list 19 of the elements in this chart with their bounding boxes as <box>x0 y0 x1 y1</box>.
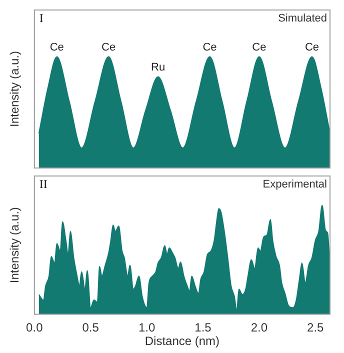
x-tick-label: 0.0 <box>26 320 44 335</box>
annotation: Ce <box>102 41 116 54</box>
x-tick-label: 2.5 <box>307 320 324 335</box>
annotation: Ce <box>304 41 320 54</box>
annotation: Ce <box>252 41 266 54</box>
text: I <box>39 11 44 26</box>
text: Experimental <box>262 178 327 191</box>
x-tick-label: 2.0 <box>250 320 268 335</box>
x-tick-label: 1.0 <box>138 320 156 335</box>
text: II <box>39 177 48 192</box>
x-tick-label: 1.5 <box>194 320 212 335</box>
annotation: Ru <box>151 61 166 74</box>
x-tick-label: 0.5 <box>82 320 100 335</box>
annotation: Ce <box>50 41 64 54</box>
y-axis-title: Intensity (a.u.) <box>8 207 22 284</box>
y-axis-title: Intensity (a.u.) <box>8 50 22 128</box>
x-axis-title: Distance (nm) <box>144 334 220 348</box>
annotation: Ce <box>202 41 217 54</box>
text: Simulated <box>278 12 327 25</box>
